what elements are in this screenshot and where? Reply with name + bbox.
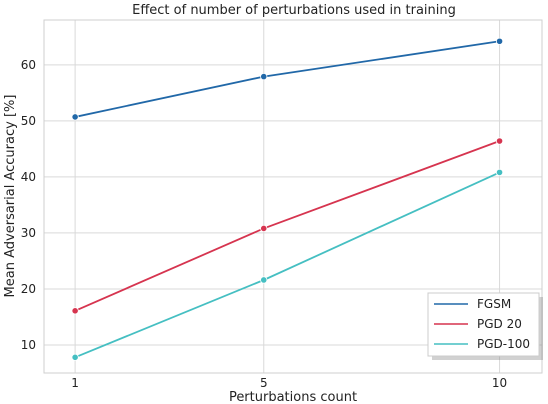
y-tick-label: 50 xyxy=(21,114,36,128)
y-tick-label: 20 xyxy=(21,282,36,296)
series-fgsm xyxy=(71,37,504,121)
legend: FGSM PGD 20 PGD-100 xyxy=(427,292,543,360)
data-point xyxy=(260,72,268,81)
data-point xyxy=(495,168,504,177)
x-tick-label: 1 xyxy=(71,376,79,390)
data-point xyxy=(495,37,504,45)
series-line xyxy=(74,40,500,118)
series-pgd-20 xyxy=(71,137,504,315)
y-axis-label: Mean Adversarial Accuracy [%] xyxy=(3,95,18,298)
series-line xyxy=(74,140,500,312)
y-tick-label: 10 xyxy=(21,338,36,352)
tick-labels: 10 20 30 40 50 60 1 5 10 xyxy=(21,58,507,390)
x-axis-label: Perturbations count xyxy=(229,390,357,404)
data-point xyxy=(495,137,504,145)
data-point xyxy=(71,353,79,361)
legend-label: FGSM xyxy=(477,297,511,311)
chart-title: Effect of number of perturbations used i… xyxy=(132,3,456,18)
x-tick-label: 10 xyxy=(492,376,507,390)
series-pgd-100 xyxy=(71,168,504,361)
series-layer xyxy=(71,37,504,361)
legend-label: PGD 20 xyxy=(477,317,522,331)
data-point xyxy=(71,307,79,315)
y-tick-label: 30 xyxy=(21,226,36,240)
y-tick-label: 40 xyxy=(21,170,36,184)
plot-area-frame xyxy=(43,19,543,374)
legend-items: FGSM PGD 20 PGD-100 xyxy=(434,297,530,351)
data-point xyxy=(260,224,268,233)
data-point xyxy=(71,113,79,121)
x-tick-label: 5 xyxy=(260,376,268,390)
legend-label: PGD-100 xyxy=(477,337,530,351)
y-tick-label: 60 xyxy=(21,58,36,72)
data-point xyxy=(260,276,268,284)
